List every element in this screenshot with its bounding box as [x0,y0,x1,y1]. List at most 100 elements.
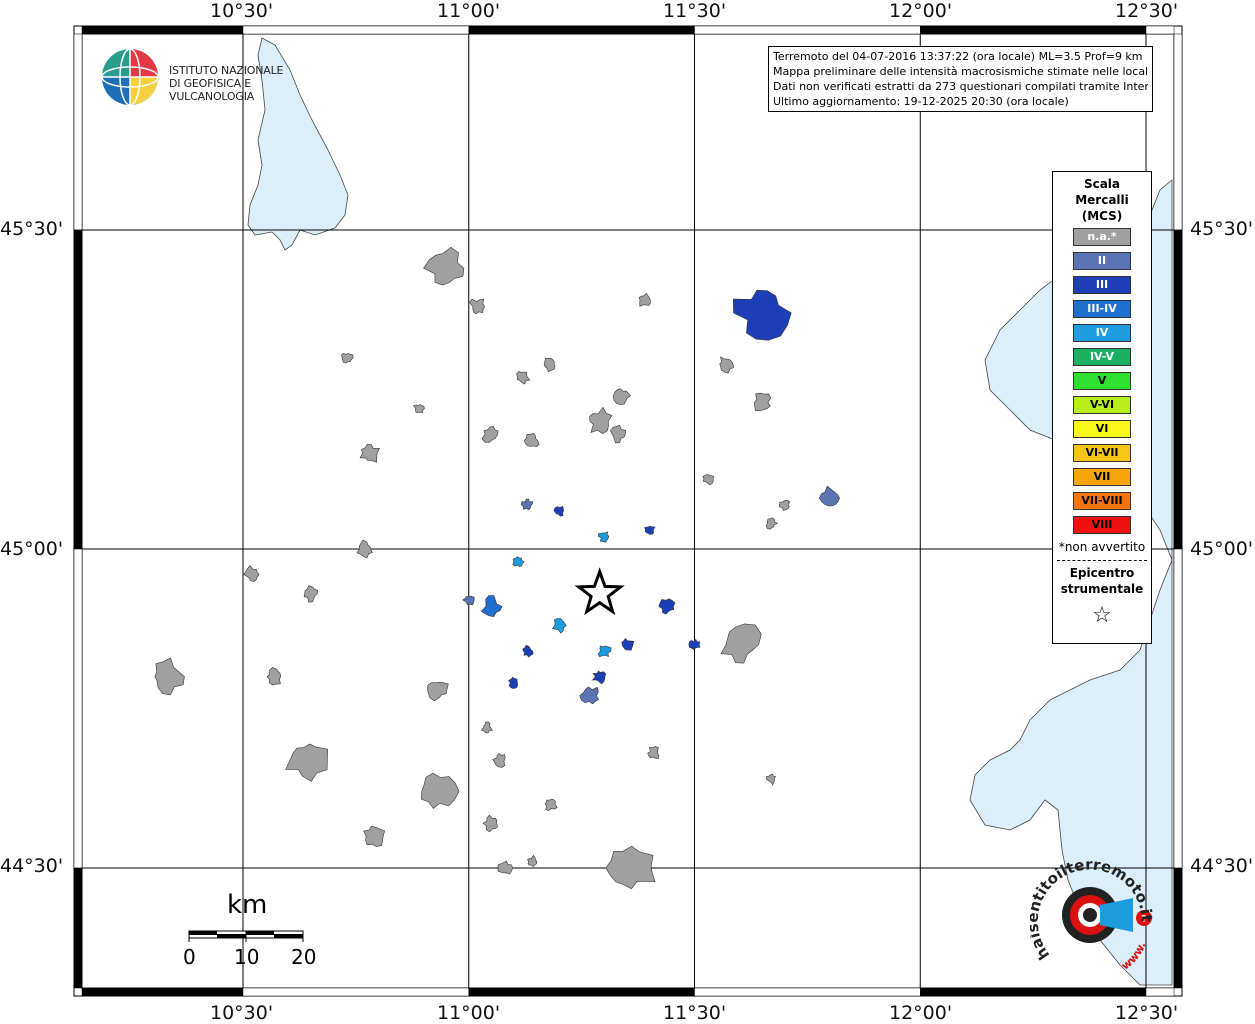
lat-label-left-1: 45°30' [0,218,64,240]
legend-title-line-2: Mercalli [1075,193,1129,207]
locality-na-37 [765,517,779,530]
locality-ii-54 [520,498,534,511]
lon-label-bottom-4: 12°00' [889,1002,953,1024]
locality-na-12 [754,392,772,411]
lon-label-bottom-5: 12°30' [1115,1002,1179,1024]
ingv-name: ISTITUTO NAZIONALE DI GEOFISICA E VULCAN… [169,64,320,103]
legend-note: *non avvertito [1058,540,1146,554]
legend-epicenter-line-2: strumentale [1060,582,1144,596]
locality-na-32 [527,854,538,868]
ingv-name-line-2: DI GEOFISICA E VULCANOLOGIA [169,77,255,103]
locality-na-14 [341,352,354,364]
locality-iii-41 [658,598,676,615]
event-info-box: Terremoto del 04-07-2016 13:37:22 (ora l… [768,46,1153,112]
frame-bar-bottom-6 [1145,987,1175,997]
locality-na-15 [412,404,425,414]
locality-na-17 [243,565,260,582]
locality-na-18 [303,585,319,603]
locality-iii-53 [644,525,656,535]
legend-title-line-1: Scala [1083,177,1121,191]
frame-bar-top-1 [81,25,244,35]
legend-item-2: II [1073,252,1131,270]
locality-na-23 [420,772,460,809]
locality-na-22 [285,743,329,782]
frame-bar-right-3 [1173,548,1183,869]
intensity-legend: Scala Mercalli (MCS) n.a.* II III III-IV IV I… [1052,171,1152,644]
locality-na-21 [427,682,449,702]
locality-iii-52 [553,505,565,517]
scale-bar: km 0 10 20 [182,890,332,970]
legend-item-5: IV [1073,324,1131,342]
locality-na-10 [359,443,380,463]
event-info-line-1: Terremoto del 04-07-2016 13:37:22 (ora l… [773,50,1143,63]
legend-item-8: V-VI [1073,396,1131,414]
legend-title: Scala Mercalli (MCS) [1053,176,1151,224]
map-frame [73,25,1183,997]
locality-na-5 [543,357,556,372]
locality-na-33 [481,721,494,734]
haisentito-logo-graphic: ? haisentitoilterremoto.it www. [1024,855,1156,972]
lon-label-top-2: 11°00' [437,0,501,22]
lon-label-top-1: 10°30' [210,0,274,22]
locality-iv-51 [597,531,610,543]
locality-iii-48 [522,644,534,658]
legend-star-icon: ☆ [1092,603,1112,628]
locality-na-16 [356,539,373,559]
frame-bar-left-3 [73,548,83,869]
legend-item-6: IV-V [1073,348,1131,366]
locality-na-26 [544,799,558,812]
svg-text:?: ? [1141,914,1147,925]
epicenter-layer [574,567,625,616]
locality-na-9 [481,425,499,443]
locality-ii-40 [579,686,599,705]
locality-na-27 [605,845,656,890]
frame-bar-right-4 [1173,867,1183,989]
locality-iii-45 [621,638,635,651]
event-info-line-3: Dati non verificati estratti da 273 ques… [773,80,1148,93]
lat-label-right-1: 45°30' [1190,218,1254,240]
legend-item-10: VI-VII [1073,444,1131,462]
frame-bar-bottom-3 [468,987,695,997]
scale-bar-graphic [188,930,304,942]
locality-na-35 [779,499,791,511]
legend-title-line-3: (MCS) [1081,209,1123,223]
lon-label-top-5: 12°30' [1115,0,1179,22]
legend-epicenter-label: Epicentro strumentale [1053,565,1151,597]
locality-na-13 [523,433,540,447]
lake-garda [247,37,349,251]
legend-item-4: III-IV [1073,300,1131,318]
locality-na-2 [469,298,486,315]
lat-label-left-3: 44°30' [0,855,64,877]
ingv-globe-icon [101,48,159,106]
locality-na-24 [720,623,762,664]
locality-iii-iv-42 [480,595,503,618]
locality-iii-46 [591,670,606,685]
frame-bar-left-1 [73,33,83,231]
locality-na-4 [516,371,531,385]
legend-item-1: n.a.* [1073,228,1131,246]
locality-na-31 [497,860,514,875]
locality-na-34 [765,773,776,786]
frame-bar-top-2 [242,25,469,35]
locality-na-19 [154,657,185,696]
locality-na-1 [423,247,465,286]
event-info-line-4: Ultimo aggiornamento: 19-12-2025 20:30 (… [773,95,1069,108]
frame-bar-right-1 [1173,33,1183,231]
locality-na-25 [492,752,506,768]
haisentito-logo: ? haisentitoilterremoto.it www. [1024,855,1160,990]
locality-ii-55 [462,595,475,606]
ingv-name-line-1: ISTITUTO NAZIONALE [169,64,284,77]
locality-na-20 [266,667,282,686]
frame-bar-top-3 [468,25,695,35]
locality-na-8 [610,425,627,444]
lon-label-bottom-3: 11°30' [663,1002,727,1024]
legend-item-9: VI [1073,420,1131,438]
scale-tick-10: 10 [234,945,260,969]
frame-bar-left-2 [73,229,83,550]
locality-iv-43 [552,618,567,634]
ingv-logo: ISTITUTO NAZIONALE DI GEOFISICA E VULCAN… [100,47,320,109]
legend-item-11: VII [1073,468,1131,486]
locality-na-29 [482,814,499,833]
epicenter-star-icon [574,567,625,616]
frame-bar-bottom-2 [242,987,469,997]
